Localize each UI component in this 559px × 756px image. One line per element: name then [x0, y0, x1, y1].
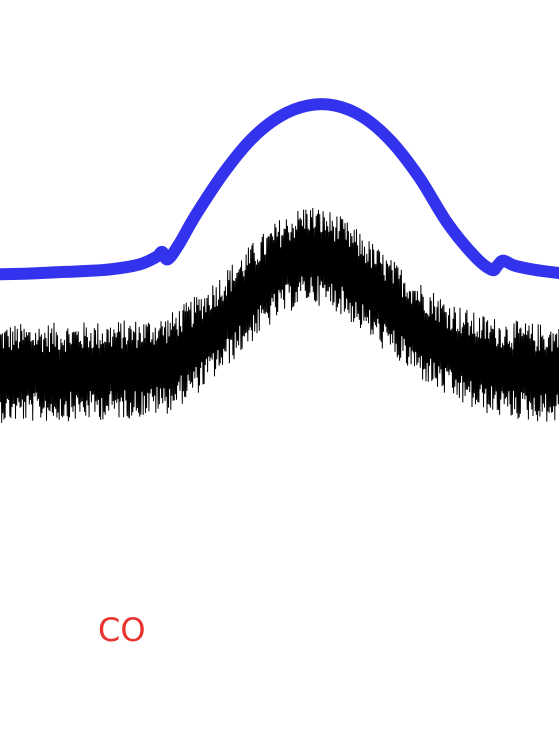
fit-series-line	[0, 98, 559, 281]
observed-series-line	[0, 207, 559, 423]
observed-series	[0, 207, 559, 423]
species-label: CO	[98, 611, 146, 649]
